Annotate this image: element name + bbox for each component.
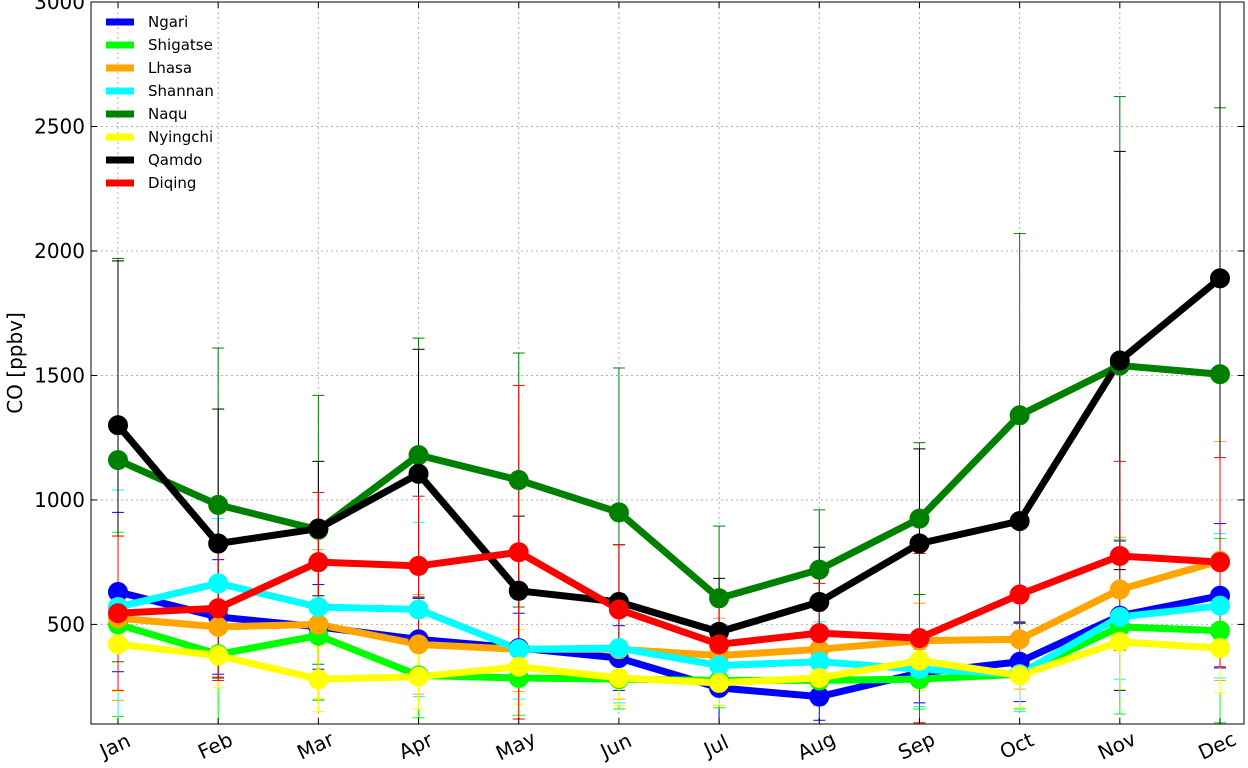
data-point-nyingchi (1210, 638, 1230, 659)
x-tick-label: Aug (794, 727, 840, 765)
data-point-diqing (408, 555, 429, 576)
data-point-diqing (1109, 545, 1130, 566)
x-tick-label: Feb (194, 727, 236, 764)
data-point-shannan (208, 573, 229, 594)
data-point-diqing (809, 623, 830, 644)
series-line-shannan (114, 579, 1224, 678)
series-lines (114, 274, 1224, 701)
data-point-qamdo (508, 580, 529, 601)
y-axis-title: CO [ppbv] (3, 312, 27, 414)
data-point-shannan (709, 655, 730, 676)
data-point-diqing (508, 542, 529, 563)
data-point-lhasa (308, 614, 329, 635)
x-tick-label: May (492, 726, 540, 765)
y-tick-label: 2500 (34, 114, 85, 138)
legend: Ngari Shigatse Lhasa Shannan Naqu Nyingchi Qam… (106, 13, 214, 192)
data-point-naqu (508, 470, 529, 491)
data-point-diqing (909, 628, 930, 649)
data-point-diqing (1009, 584, 1030, 605)
data-point-diqing (208, 598, 229, 619)
y-tick-label: 1500 (34, 363, 85, 387)
series-line-nyingchi (114, 638, 1224, 687)
data-point-shannan (608, 638, 629, 659)
x-tick-label: Nov (1094, 726, 1140, 764)
y-axis: 500 1000 1500 2000 2500 3000 (34, 0, 1244, 636)
data-point-qamdo (208, 533, 229, 554)
data-point-naqu (909, 508, 930, 529)
x-tick-label: Apr (395, 727, 437, 764)
data-point-lhasa (1109, 579, 1130, 600)
data-point-nyingchi (709, 672, 730, 693)
series-line-diqing (114, 548, 1224, 648)
legend-label: Diqing (148, 174, 196, 192)
data-point-nyingchi (909, 650, 930, 671)
legend-label: Lhasa (148, 59, 192, 77)
legend-label: Qamdo (148, 151, 202, 169)
x-tick-label: Sep (894, 727, 938, 765)
y-tick-label: 500 (47, 612, 85, 636)
data-point-nyingchi (608, 667, 629, 688)
series-line-lhasa (114, 557, 1224, 660)
y-tick-label: 1000 (34, 488, 85, 512)
data-point-lhasa (208, 616, 229, 637)
plot-frame (90, 1, 1245, 725)
data-point-qamdo (1109, 350, 1130, 371)
data-point-qamdo (1009, 511, 1030, 532)
series-line-qamdo (114, 274, 1224, 636)
data-point-shannan (508, 639, 529, 660)
data-point-shannan (408, 599, 429, 620)
data-point-nyingchi (108, 634, 128, 655)
data-point-nyingchi (809, 667, 830, 688)
data-point-nyingchi (408, 666, 429, 687)
legend-label: Nyingchi (148, 128, 213, 146)
data-point-nyingchi (1109, 631, 1130, 652)
y-tick-label: 3000 (34, 0, 85, 14)
plot-area (91, 2, 1244, 724)
data-point-diqing (1210, 552, 1230, 573)
legend-label: Naqu (148, 105, 187, 123)
x-tick-label: Dec (1194, 727, 1239, 765)
data-point-naqu (608, 502, 629, 523)
data-point-qamdo (108, 415, 128, 436)
data-point-nyingchi (208, 645, 229, 666)
x-tick-label: Mar (293, 726, 338, 764)
data-point-lhasa (408, 634, 429, 655)
data-point-naqu (108, 450, 128, 471)
data-point-naqu (208, 494, 229, 515)
data-point-shannan (308, 596, 329, 617)
data-point-qamdo (909, 533, 930, 554)
data-point-diqing (709, 634, 730, 655)
data-point-lhasa (1009, 629, 1030, 650)
data-point-naqu (709, 588, 730, 609)
data-point-diqing (308, 552, 329, 573)
data-point-naqu (408, 445, 429, 466)
data-point-naqu (1210, 364, 1230, 385)
data-point-shigatse (1210, 620, 1230, 641)
y-tick-label: 2000 (34, 239, 85, 263)
data-point-qamdo (408, 463, 429, 484)
data-point-nyingchi (508, 656, 529, 677)
legend-label: Ngari (148, 13, 188, 31)
data-point-qamdo (809, 592, 830, 613)
series-line-naqu (114, 361, 1224, 602)
data-point-qamdo (308, 518, 329, 539)
data-point-qamdo (1210, 268, 1230, 289)
x-tick-label: Jan (94, 728, 134, 764)
data-point-naqu (1009, 405, 1030, 426)
data-markers (108, 268, 1230, 707)
data-point-diqing (608, 599, 629, 620)
data-point-shannan (1210, 595, 1230, 616)
x-tick-label: Oct (996, 727, 1038, 763)
legend-label: Shannan (148, 82, 214, 100)
data-point-nyingchi (1009, 665, 1030, 686)
x-tick-label: Jul (698, 730, 732, 763)
data-point-diqing (108, 603, 128, 624)
data-point-nyingchi (308, 669, 329, 690)
x-tick-label: Jun (595, 728, 635, 764)
data-point-shannan (1109, 606, 1130, 627)
data-point-naqu (809, 559, 830, 580)
legend-label: Shigatse (148, 36, 213, 54)
